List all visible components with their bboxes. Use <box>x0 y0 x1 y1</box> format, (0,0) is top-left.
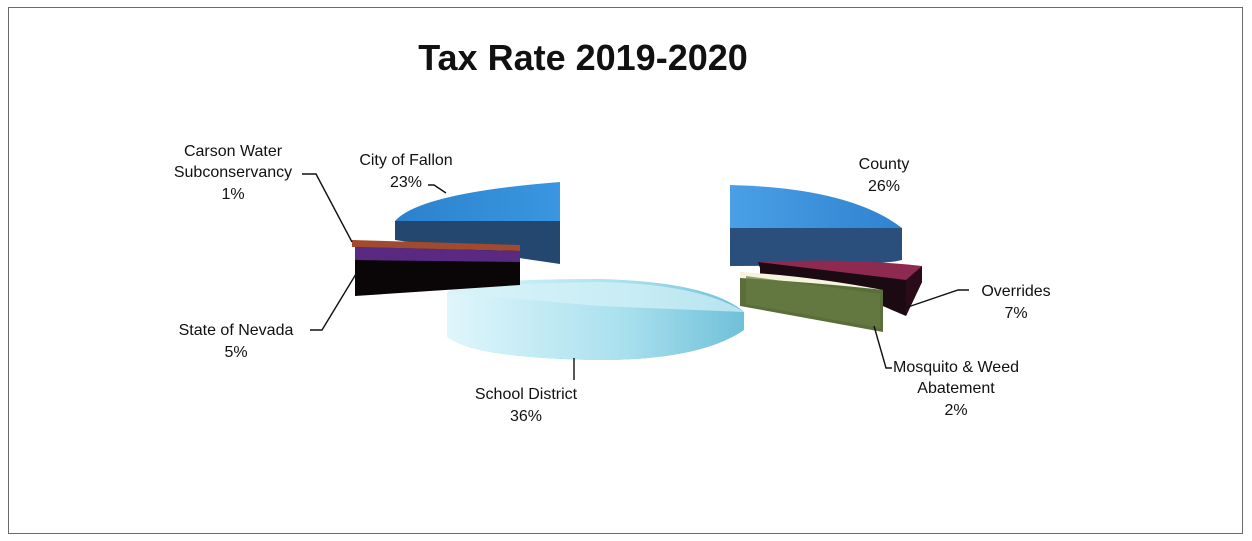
slice-label-text: Overrides <box>981 283 1050 300</box>
slice-label-text-2: Subconservancy <box>174 164 292 181</box>
slice-label-text-2: Abatement <box>917 380 995 397</box>
leader-state-of-nevada <box>310 273 357 331</box>
slice-percent: 1% <box>221 186 244 203</box>
slice-percent: 36% <box>510 408 542 425</box>
slice-percent: 26% <box>868 178 900 195</box>
pie-slice-school-district <box>447 279 744 360</box>
leader-mosquito-weed <box>873 325 892 369</box>
slice-label-text: State of Nevada <box>179 322 294 339</box>
pie-slice-state-of-nevada <box>355 247 520 296</box>
slice-label-overrides: Overrides 7% <box>981 283 1050 322</box>
slice-label-state-of-nevada: State of Nevada 5% <box>179 322 294 361</box>
slice-label-county: County 26% <box>859 156 910 195</box>
slice-label-text: Carson Water <box>184 143 283 160</box>
slice-label-carson-water: Carson Water Subconservancy 1% <box>174 143 292 203</box>
slice-percent: 5% <box>224 344 247 361</box>
slice-label-city-of-fallon: City of Fallon 23% <box>359 152 452 191</box>
slice-label-text: County <box>859 156 910 173</box>
slice-label-text: City of Fallon <box>359 152 452 169</box>
chart-frame <box>8 7 1243 534</box>
slice-label-mosquito-weed: Mosquito & Weed Abatement 2% <box>893 359 1019 419</box>
pie-slice-carson-water <box>352 240 520 251</box>
slice-label-text: Mosquito & Weed <box>893 359 1019 376</box>
chart-title: Tax Rate 2019-2020 <box>418 37 748 78</box>
slice-percent: 23% <box>390 174 422 191</box>
leader-city-of-fallon <box>428 184 447 194</box>
leader-carson-water <box>302 173 353 243</box>
slice-percent: 2% <box>944 402 967 419</box>
pie-slice-county <box>730 185 902 266</box>
slice-label-school-district: School District 36% <box>475 386 578 425</box>
leader-overrides <box>904 289 969 309</box>
slice-label-text: School District <box>475 386 578 403</box>
pie-slice-mosquito-weed <box>740 272 883 332</box>
slice-percent: 7% <box>1004 305 1027 322</box>
